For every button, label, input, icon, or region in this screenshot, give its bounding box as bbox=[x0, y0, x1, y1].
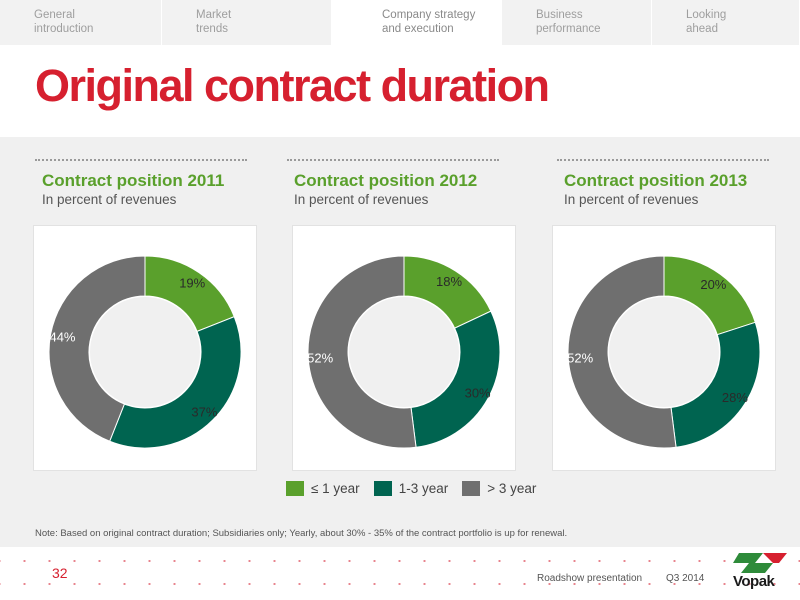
legend-item-1-3: 1-3 year bbox=[373, 481, 449, 496]
vopak-logo: Vopak bbox=[733, 551, 793, 595]
chart-subtitle-2013: In percent of revenues bbox=[564, 192, 699, 207]
chart-title-2012: Contract position 2012 bbox=[294, 171, 478, 190]
donut-label-le1: 18% bbox=[436, 274, 462, 289]
chart-box-2011: 19% 37% 44% bbox=[33, 225, 257, 471]
chart-title-2011: Contract position 2011 bbox=[42, 171, 225, 190]
donut-label-y13: 37% bbox=[191, 404, 217, 419]
chart-title-2013: Contract position 2013 bbox=[564, 171, 748, 190]
chart-legend: ≤ 1 year 1-3 year > 3 year bbox=[286, 481, 550, 496]
chart-box-2012: 18% 30% 52% bbox=[292, 225, 516, 471]
donut-hole bbox=[349, 297, 459, 407]
page-number: 32 bbox=[52, 565, 68, 581]
panel-2013: Contract position 2013 In percent of rev… bbox=[557, 159, 797, 207]
content-band: Contract position 2011 In percent of rev… bbox=[0, 137, 800, 547]
donut-label-le1: 20% bbox=[700, 277, 726, 292]
divider bbox=[557, 159, 769, 161]
tab-general-introduction[interactable]: General introduction bbox=[0, 0, 162, 45]
donut-chart-2012: 18% 30% 52% bbox=[307, 255, 501, 449]
legend-label-le1: ≤ 1 year bbox=[311, 481, 360, 496]
donut-slice-gt3 bbox=[48, 255, 146, 442]
donut-label-gt3: 44% bbox=[49, 329, 75, 344]
footer: 32 Roadshow presentation Q3 2014 Vopak bbox=[0, 547, 800, 600]
legend-label-1-3: 1-3 year bbox=[398, 481, 449, 496]
footer-date: Q3 2014 bbox=[666, 573, 705, 584]
legend-item-le1: ≤ 1 year bbox=[286, 481, 360, 496]
section-nav: General introduction Market trends Company… bbox=[0, 0, 800, 45]
donut-slice-y13 bbox=[410, 310, 501, 448]
donut-hole bbox=[609, 297, 719, 407]
donut-chart-2013: 20% 28% 52% bbox=[567, 255, 761, 449]
legend-item-gt3: > 3 year bbox=[462, 481, 536, 496]
chart-box-2013: 20% 28% 52% bbox=[552, 225, 776, 471]
tab-company-strategy[interactable]: Company strategy and execution bbox=[332, 0, 502, 45]
panel-2011: Contract position 2011 In percent of rev… bbox=[35, 159, 275, 207]
donut-label-gt3: 52% bbox=[307, 350, 333, 365]
chart-subtitle-2012: In percent of revenues bbox=[294, 192, 429, 207]
tab-market-trends[interactable]: Market trends bbox=[162, 0, 332, 45]
donut-label-y13: 28% bbox=[722, 390, 748, 405]
divider bbox=[35, 159, 247, 161]
divider bbox=[287, 159, 499, 161]
footer-dot-row bbox=[0, 560, 800, 562]
donut-slice-gt3 bbox=[567, 255, 677, 449]
donut-label-le1: 19% bbox=[179, 276, 205, 291]
chart-subtitle-2011: In percent of revenues bbox=[42, 192, 177, 207]
logo-text: Vopak bbox=[733, 573, 775, 590]
tab-looking-ahead[interactable]: Looking ahead bbox=[652, 0, 800, 45]
legend-swatch-le1 bbox=[286, 481, 304, 496]
legend-label-gt3: > 3 year bbox=[487, 481, 537, 496]
footer-label: Roadshow presentation bbox=[537, 573, 643, 584]
donut-chart-2011: 19% 37% 44% bbox=[48, 255, 242, 449]
vopak-logo-icon bbox=[733, 553, 787, 573]
donut-slice-y13 bbox=[670, 321, 761, 448]
legend-swatch-1-3 bbox=[373, 481, 392, 496]
donut-hole bbox=[90, 297, 200, 407]
page-title: Original contract duration bbox=[35, 60, 550, 111]
tab-business-performance[interactable]: Business performance bbox=[502, 0, 652, 45]
footnote: Note: Based on original contract duratio… bbox=[35, 528, 568, 539]
donut-label-gt3: 52% bbox=[567, 350, 593, 365]
donut-label-y13: 30% bbox=[465, 385, 491, 400]
panel-2012: Contract position 2012 In percent of rev… bbox=[287, 159, 527, 207]
legend-swatch-gt3 bbox=[462, 481, 481, 496]
donut-slice-gt3 bbox=[307, 255, 417, 449]
footer-dot-row bbox=[0, 583, 800, 585]
donut-slice-y13 bbox=[109, 316, 242, 449]
